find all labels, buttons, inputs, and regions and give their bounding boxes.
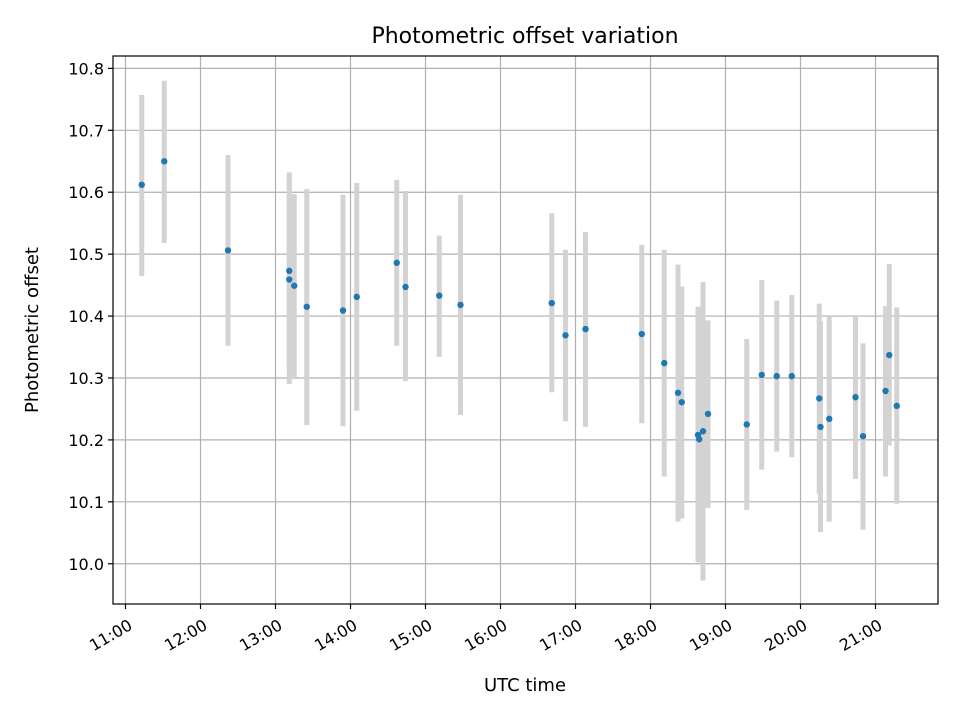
data-point	[353, 293, 360, 301]
y-tick-label: 10.4	[68, 307, 104, 326]
data-point	[674, 389, 682, 397]
y-tick-label: 10.0	[68, 555, 104, 574]
data-point	[286, 276, 293, 283]
data-point	[817, 423, 824, 431]
data-point	[291, 282, 298, 289]
data-point	[816, 395, 823, 402]
x-axis-label: UTC time	[484, 675, 566, 696]
data-point	[562, 332, 569, 339]
chart-title: Photometric offset variation	[371, 24, 678, 49]
data-point	[699, 428, 707, 435]
plot-frame	[112, 55, 939, 605]
data-point	[339, 307, 347, 314]
data-point	[743, 421, 750, 428]
y-tick-label: 10.6	[68, 183, 104, 202]
data-point	[852, 393, 859, 401]
data-point	[882, 387, 889, 395]
data-point	[582, 325, 589, 333]
y-tick-label: 10.8	[68, 59, 104, 78]
y-axis-ticks: 10.0 10.1 10.2 10.3 10.4 10.5 10.6 10.7 10.8	[68, 59, 113, 574]
data-point	[638, 330, 645, 338]
data-point	[436, 292, 443, 299]
data-point	[788, 372, 795, 380]
data-point	[224, 247, 232, 254]
data-point	[286, 267, 293, 275]
data-point	[548, 299, 555, 307]
y-tick-label: 10.5	[68, 245, 104, 264]
data-point	[704, 410, 712, 418]
data-point	[402, 283, 409, 291]
y-axis-label: Photometric offset	[22, 247, 43, 413]
data-point	[859, 432, 867, 440]
data-point	[826, 415, 833, 423]
data-point	[457, 301, 464, 309]
data-point	[678, 398, 685, 406]
data-point	[393, 259, 400, 267]
y-tick-label: 10.2	[68, 431, 104, 450]
y-tick-label: 10.7	[68, 121, 104, 140]
data-point	[661, 359, 668, 367]
data-point	[758, 371, 765, 379]
data-points	[138, 158, 900, 443]
data-point	[773, 372, 780, 380]
data-point	[893, 402, 900, 410]
data-point	[886, 351, 893, 359]
data-point	[303, 303, 310, 310]
y-tick-label: 10.3	[68, 369, 104, 388]
data-point	[138, 181, 145, 188]
data-point	[696, 436, 703, 443]
y-tick-label: 10.1	[68, 493, 104, 512]
data-point	[161, 158, 168, 165]
grid	[113, 56, 938, 604]
